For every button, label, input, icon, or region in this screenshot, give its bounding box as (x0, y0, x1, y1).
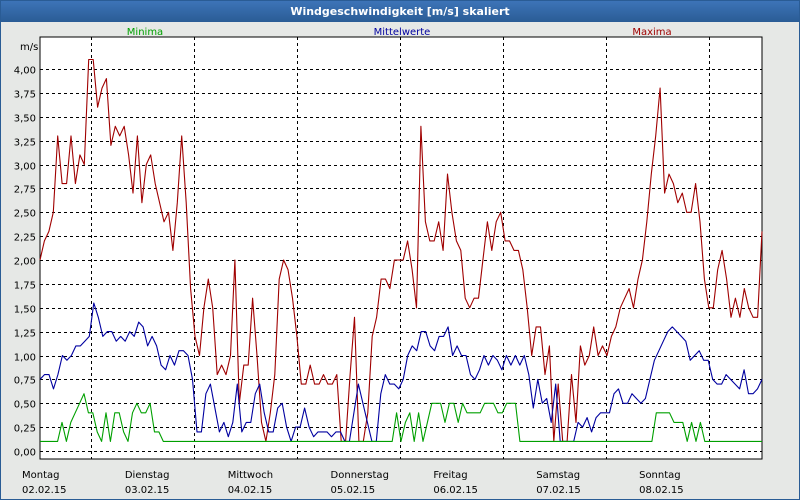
x-tick-date: 08.02.15 (639, 485, 684, 496)
y-axis-label: m/s (20, 42, 38, 53)
y-tick-label: 1,75 (14, 281, 36, 292)
x-tick-day: Sonntag (639, 470, 681, 481)
y-tick-label: 0,00 (14, 448, 36, 459)
y-tick-label: 0,25 (14, 424, 36, 435)
y-tick-label: 4,00 (14, 66, 36, 77)
y-tick-label: 0,75 (14, 376, 36, 387)
y-tick-label: 3,75 (14, 90, 36, 101)
x-tick-day: Dienstag (125, 470, 170, 481)
y-tick-label: 2,00 (14, 257, 36, 268)
x-tick-date: 05.02.15 (331, 485, 376, 496)
series-line-minima (40, 393, 762, 442)
legend-maxima: Maxima (632, 27, 671, 38)
y-tick-label: 2,25 (14, 233, 36, 244)
window-title: Windgeschwindigkeit [m/s] skaliert (1, 1, 799, 22)
x-tick-date: 02.02.15 (22, 485, 67, 496)
x-tick-day: Freitag (433, 470, 467, 481)
series-line-mittelwerte (39, 302, 763, 442)
y-tick-label: 2,75 (14, 185, 36, 196)
x-tick-day: Montag (22, 470, 59, 481)
legend-minima: Minima (127, 27, 163, 38)
legend-mittelwerte: Mittelwerte (374, 27, 431, 38)
x-tick-date: 03.02.15 (125, 485, 170, 496)
x-tick-date: 04.02.15 (228, 485, 273, 496)
y-tick-label: 1,50 (14, 305, 36, 316)
y-tick-label: 0,50 (14, 400, 36, 411)
y-tick-label: 2,50 (14, 209, 36, 220)
y-tick-label: 3,50 (14, 114, 36, 125)
y-tick-label: 3,25 (14, 138, 36, 149)
y-tick-label: 1,00 (14, 353, 36, 364)
series-line-maxima (39, 58, 763, 442)
x-tick-day: Mittwoch (228, 470, 273, 481)
x-tick-day: Donnerstag (331, 470, 389, 481)
y-tick-label: 1,25 (14, 329, 36, 340)
x-tick-date: 06.02.15 (433, 485, 478, 496)
x-tick-day: Samstag (536, 470, 580, 481)
x-tick-date: 07.02.15 (536, 485, 581, 496)
y-tick-label: 3,00 (14, 162, 36, 173)
